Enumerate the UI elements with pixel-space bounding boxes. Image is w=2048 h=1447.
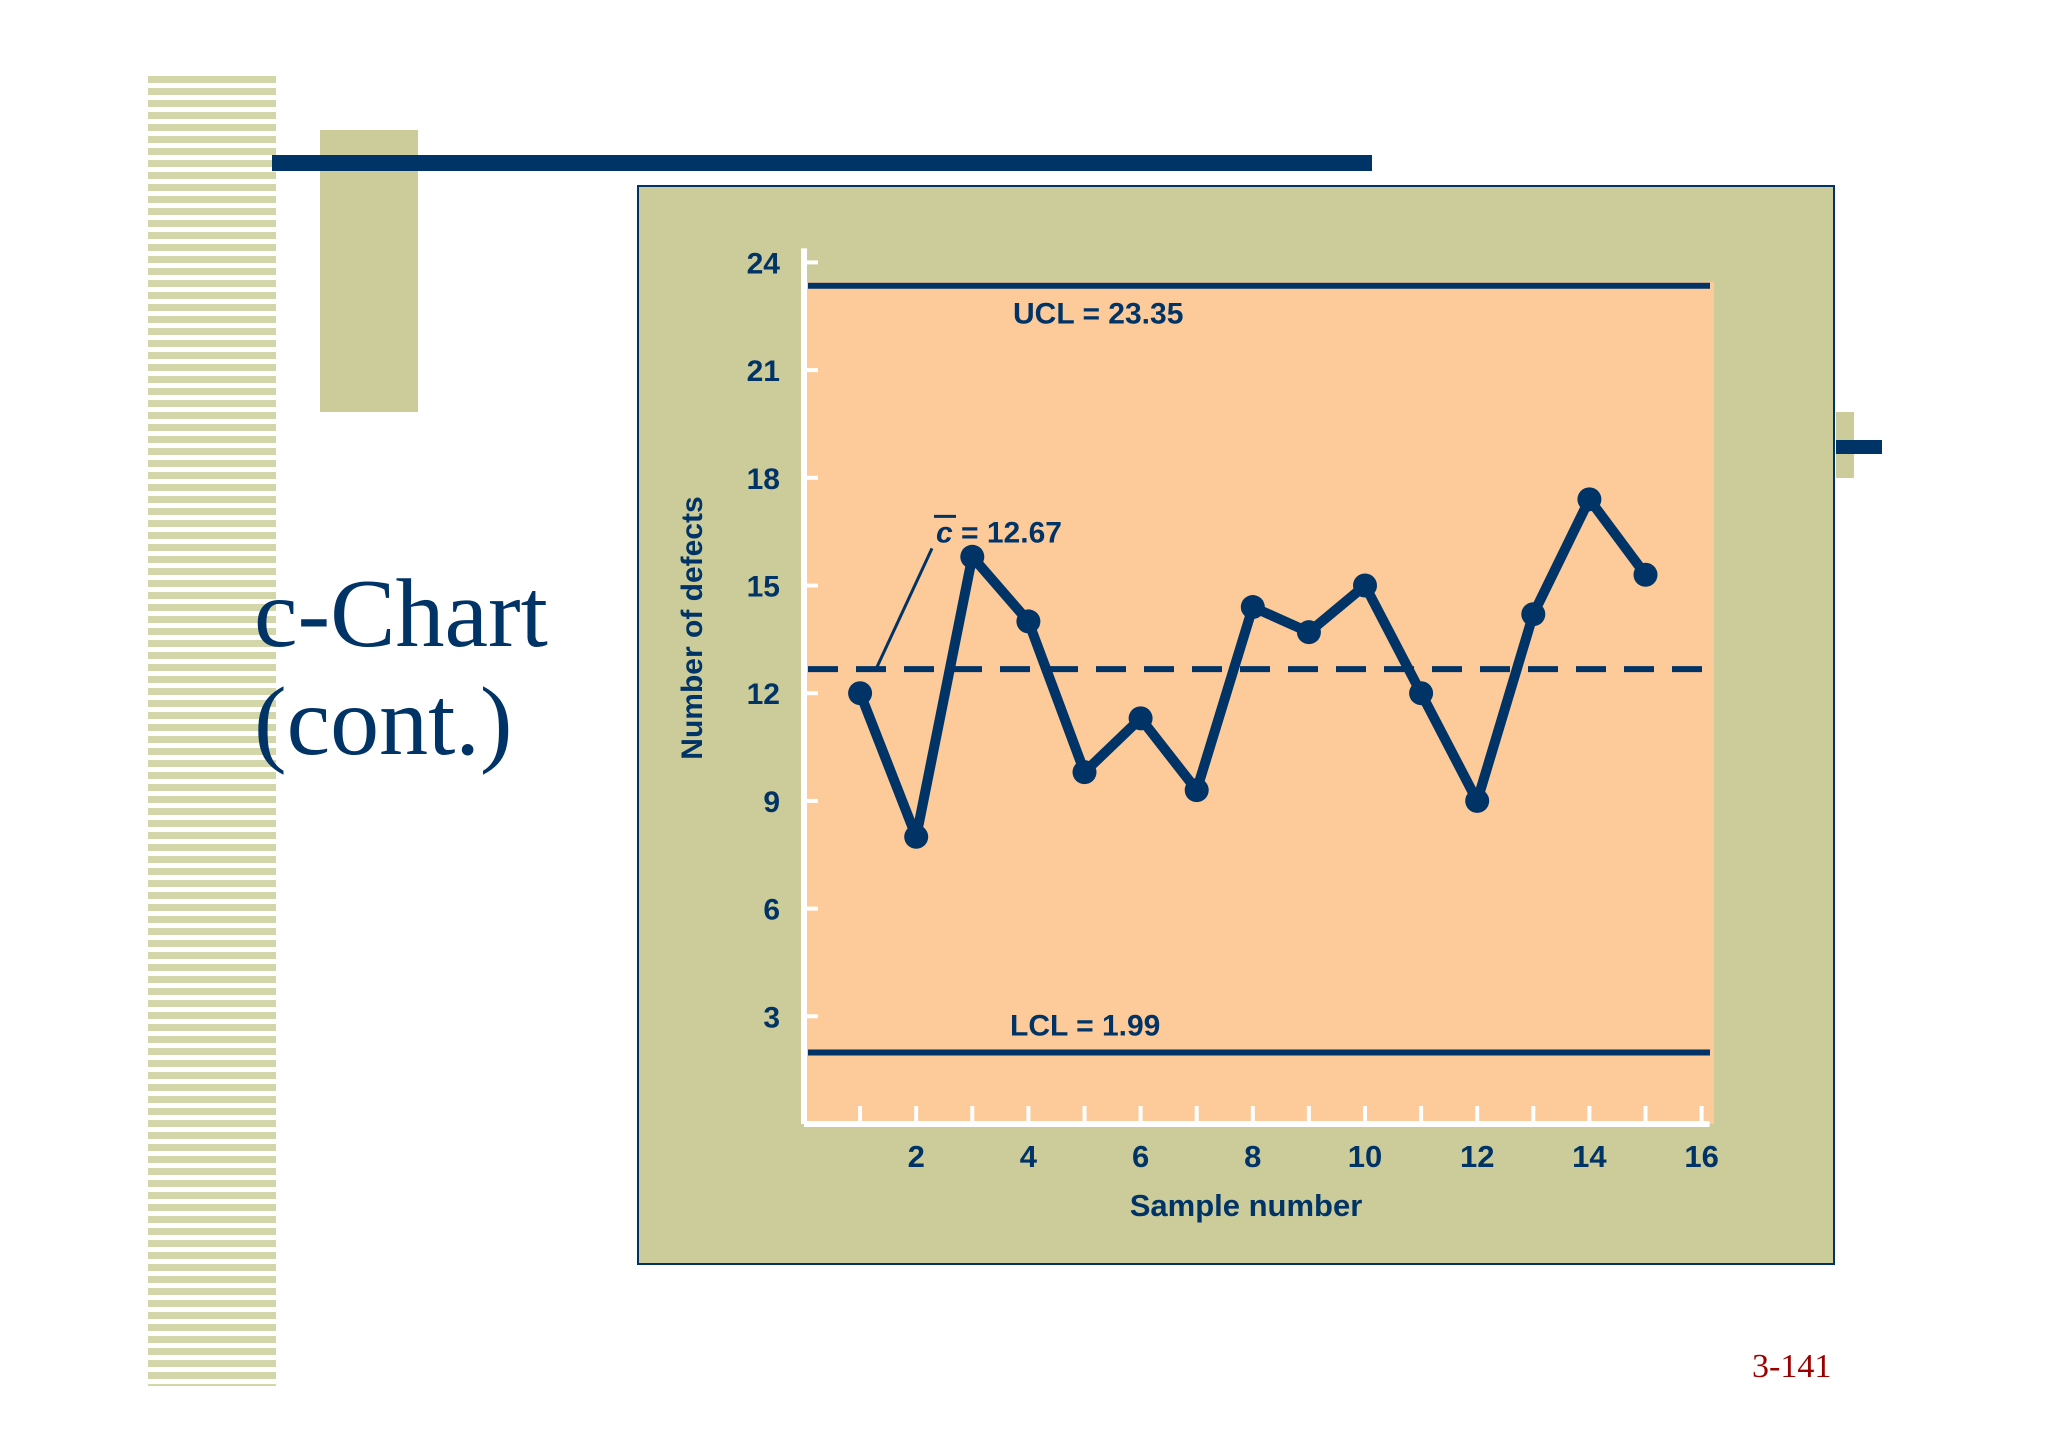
data-point [1296, 620, 1321, 645]
decorative-side-rule [1836, 440, 1882, 454]
data-point [904, 824, 929, 849]
data-point [1577, 487, 1602, 512]
center-line-label: c = 12.67 [936, 516, 1062, 549]
page-number: 3-141 [1752, 1348, 1832, 1385]
data-point [1409, 681, 1434, 706]
y-tick-label: 18 [747, 463, 780, 496]
slide-title-line2: (cont.) [254, 668, 513, 776]
title-rule [272, 155, 1372, 171]
data-point [1521, 602, 1546, 627]
y-tick-label: 21 [747, 355, 780, 388]
data-point [1128, 706, 1153, 731]
x-tick-label: 6 [1132, 1139, 1149, 1174]
x-tick-label: 16 [1684, 1139, 1718, 1174]
y-tick-label: 24 [747, 247, 781, 280]
center-label-leader [874, 547, 934, 670]
data-point [1072, 760, 1097, 785]
data-point [1016, 609, 1041, 634]
x-tick-label: 2 [908, 1139, 925, 1174]
data-point [1184, 778, 1209, 803]
y-tick-label: 9 [763, 786, 780, 819]
y-tick-label: 3 [763, 1001, 780, 1034]
x-tick-label: 8 [1244, 1139, 1261, 1174]
y-tick-label: 15 [747, 571, 780, 604]
x-tick-label: 10 [1348, 1139, 1382, 1174]
y-axis-label: Number of defects [676, 496, 709, 759]
data-point [1465, 788, 1490, 813]
decorative-block [320, 130, 418, 412]
slide-title-line1: c-Chart [254, 560, 548, 668]
y-tick-label: 6 [763, 894, 780, 927]
data-point [1633, 562, 1658, 587]
plot-area [804, 281, 1714, 1124]
lcl-label: LCL = 1.99 [1010, 1010, 1160, 1043]
slide-title: c-Chart (cont.) [254, 560, 548, 776]
ucl-label: UCL = 23.35 [1013, 298, 1183, 331]
x-tick-label: 4 [1020, 1139, 1038, 1174]
data-point [1240, 595, 1265, 620]
x-tick-label: 14 [1572, 1139, 1607, 1174]
data-point [960, 544, 985, 569]
y-tick-label: 12 [747, 678, 780, 711]
data-point [1353, 573, 1377, 598]
decorative-stripes [148, 76, 276, 1386]
data-point [848, 681, 873, 706]
x-axis-label: Sample number [1130, 1188, 1363, 1223]
x-tick-label: 12 [1460, 1139, 1494, 1174]
